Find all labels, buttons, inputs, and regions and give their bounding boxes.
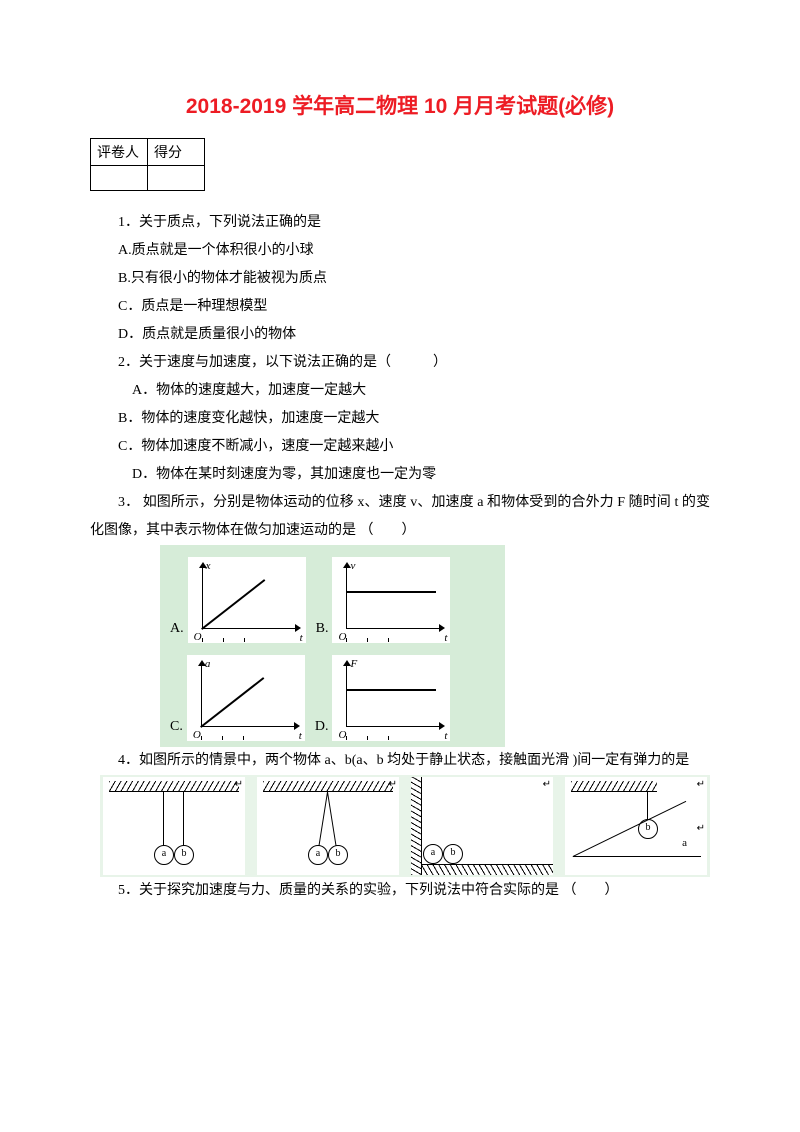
q5-stem: 5．关于探究加速度与力、质量的关系的实验，下列说法中符合实际的是 （ ）	[90, 877, 710, 905]
mini-graph-d: O F t	[332, 655, 450, 741]
score-header-score: 得分	[148, 139, 205, 166]
q2-option-b: B．物体的速度变化越快，加速度一定越大	[90, 405, 710, 433]
mini-graph-b: O v t	[332, 557, 450, 643]
mini-graph-c: O a t	[187, 655, 305, 741]
q1-option-c: C．质点是一种理想模型	[90, 293, 710, 321]
q4-figure-block: a b ↵ a b ↵ a b ↵ b a ↵	[100, 775, 710, 877]
document-title: 2018-2019 学年高二物理 10 月月考试题(必修)	[90, 90, 710, 120]
q1-stem: 1．关于质点，下列说法正确的是	[90, 209, 710, 237]
q2-stem: 2．关于速度与加速度，以下说法正确的是（ ）	[90, 349, 710, 377]
q3-graph-a: A. O x t	[170, 557, 306, 643]
score-header-grader: 评卷人	[91, 139, 148, 166]
q4-panel-2: a b ↵	[257, 777, 399, 875]
q2-option-a: A．物体的速度越大，加速度一定越大	[90, 377, 710, 405]
q2-option-c: C．物体加速度不断减小，速度一定越来越小	[90, 433, 710, 461]
q3-graph-block: A. O x t B. O	[160, 545, 505, 747]
q4-stem: 4．如图所示的情景中，两个物体 a、b(a、b 均处于静止状态，接触面光滑 )间…	[90, 747, 710, 775]
page-container: 2018-2019 学年高二物理 10 月月考试题(必修) 评卷人 得分 1．关…	[0, 0, 800, 945]
score-cell-score	[148, 166, 205, 191]
q3-label-d: D.	[315, 719, 329, 735]
q3-graph-d: D. O F t	[315, 655, 451, 741]
q1-option-b: B.只有很小的物体才能被视为质点	[90, 265, 710, 293]
q3-graph-row-2: C. O a t D. O	[160, 643, 505, 741]
q1-option-d: D．质点就是质量很小的物体	[90, 321, 710, 349]
q3-graph-row-1: A. O x t B. O	[160, 545, 505, 643]
q3-stem: 3． 如图所示，分别是物体运动的位移 x、速度 v、加速度 a 和物体受到的合外…	[90, 489, 710, 545]
q4-panel-3: a b ↵	[411, 777, 553, 875]
q4-panel-1: a b ↵	[103, 777, 245, 875]
q3-label-b: B.	[316, 621, 329, 637]
score-cell-grader	[91, 166, 148, 191]
q2-option-d: D．物体在某时刻速度为零，其加速度也一定为零	[90, 461, 710, 489]
mini-graph-a: O x t	[188, 557, 306, 643]
q3-graph-c: C. O a t	[170, 655, 305, 741]
q1-option-a: A.质点就是一个体积很小的小球	[90, 237, 710, 265]
q3-label-a: A.	[170, 621, 184, 637]
q3-label-c: C.	[170, 719, 183, 735]
score-table: 评卷人 得分	[90, 138, 205, 191]
q4-panel-4: b a ↵ ↵	[565, 777, 707, 875]
q3-graph-b: B. O v t	[316, 557, 451, 643]
